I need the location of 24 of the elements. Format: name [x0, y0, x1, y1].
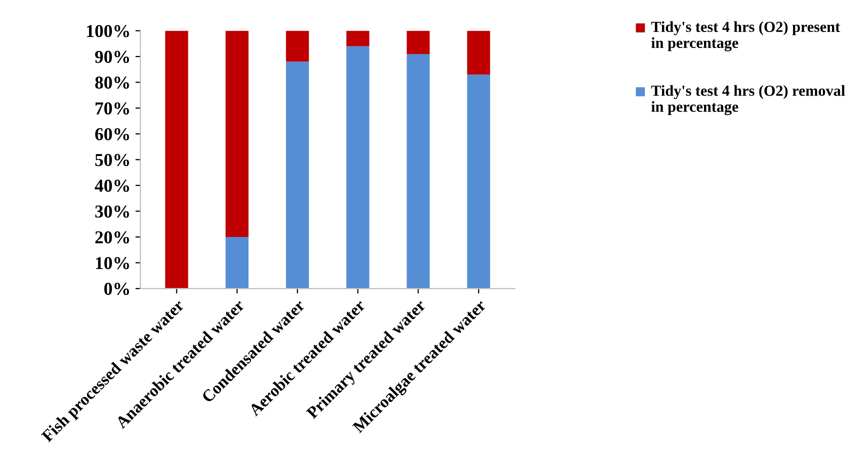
bar — [286, 62, 309, 289]
legend-label: Tidy's test 4 hrs (O2) removal in percentage — [651, 85, 845, 116]
bar — [406, 30, 430, 54]
bar — [226, 30, 249, 237]
y-tick-label: 80% — [95, 76, 129, 89]
y-tick-label: 20% — [95, 231, 129, 244]
bar — [165, 30, 188, 289]
y-tick-label: 70% — [96, 102, 129, 115]
y-tick-label: 30% — [95, 205, 129, 218]
y-tick-label: 90% — [95, 50, 129, 64]
y-tick-label: 50% — [95, 154, 129, 166]
y-tick-label: 0% — [104, 282, 129, 296]
bar — [286, 30, 309, 62]
bar — [467, 30, 490, 75]
legend-label: Tidy's test 4 hrs (O2) present in percentage — [651, 21, 840, 52]
bar — [406, 54, 430, 289]
bar — [226, 236, 249, 289]
y-tick-label: 100% — [87, 25, 129, 38]
bar — [346, 30, 370, 46]
bar — [346, 46, 370, 289]
y-tick-label: 60% — [95, 128, 129, 140]
y-tick-label: 40% — [94, 180, 129, 192]
bar — [467, 74, 490, 289]
y-tick-label: 10% — [96, 257, 129, 270]
